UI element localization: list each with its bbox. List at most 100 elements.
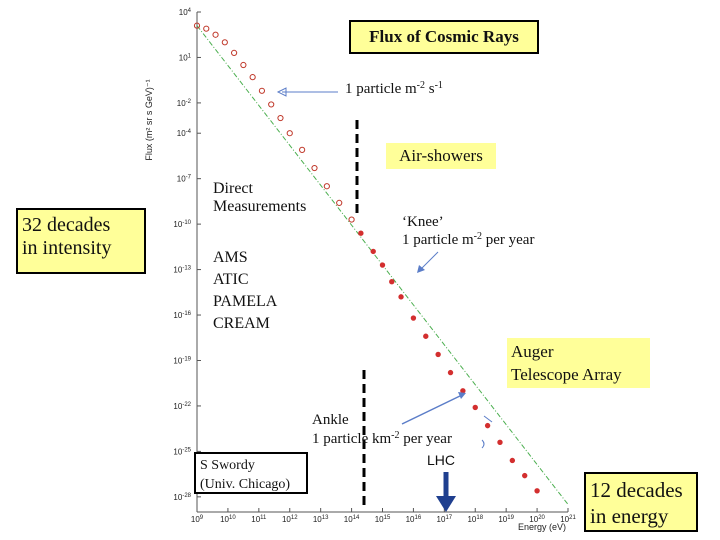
data-point-open [249, 74, 256, 81]
decades-intensity-line-1: 32 decades [22, 214, 111, 236]
data-point-filled [472, 404, 478, 411]
data-point-filled [435, 351, 441, 358]
air-showers-label: Air-showers [386, 143, 496, 169]
y-tick-label: 10-19 [173, 356, 191, 365]
data-point-open [268, 101, 275, 108]
one-particle-arrow-head [276, 87, 287, 97]
data-point-filled [370, 248, 376, 255]
decades-energy-line-1: 12 decades [590, 478, 683, 502]
data-point-filled [423, 333, 429, 339]
direct-line-2: Measurements [213, 198, 307, 215]
data-point-filled [358, 230, 364, 236]
data-point-open [258, 87, 266, 94]
x-tick-label: 1010 [220, 515, 236, 524]
chart-title: Flux of Cosmic Rays [349, 20, 539, 54]
data-point-filled [522, 472, 528, 479]
x-tick-label: 1012 [282, 515, 298, 524]
x-tick-label: 1018 [467, 515, 483, 524]
x-tick-label: 1021 [560, 515, 576, 524]
ankle-curl-mark [481, 439, 485, 449]
y-tick-label: 10-10 [173, 220, 191, 229]
auger-arrow [483, 415, 493, 423]
lhc-label: LHC [427, 452, 455, 468]
x-tick-label: 1020 [529, 515, 545, 524]
data-point-filled [389, 278, 395, 285]
x-tick-label: 1016 [406, 515, 422, 524]
y-tick-label: 10-16 [173, 311, 191, 320]
auger-line-2: Telescope Array [511, 365, 622, 384]
x-tick-label: 1011 [251, 515, 267, 524]
author-credit: S Swordy (Univ. Chicago) [194, 452, 308, 494]
lhc-text: LHC [427, 452, 456, 468]
lhc-arrow-head [436, 496, 456, 512]
data-point-filled [484, 422, 491, 429]
annotation-one-particle-per-m2-s: 1 particle m-2 s-1 [345, 80, 443, 98]
direct-line-1: Direct [213, 180, 253, 197]
direct-measurements-label: Direct Measurements [213, 180, 306, 216]
data-point-open [240, 61, 247, 69]
instrument-ams: AMS [213, 249, 248, 266]
instrument-cream: CREAM [213, 315, 270, 332]
ankle-label: Ankle [312, 412, 349, 428]
data-point-open [212, 31, 219, 38]
data-point-filled [379, 262, 386, 268]
x-tick-label: 1013 [313, 515, 329, 524]
y-tick-label: 10-7 [177, 175, 192, 184]
data-point-open [221, 39, 228, 46]
x-tick-label: 109 [191, 515, 204, 524]
data-point-filled [460, 388, 466, 394]
data-point-open [311, 164, 318, 172]
knee-rate-label: 1 particle m-2 per year [402, 231, 535, 248]
decades-energy-callout: 12 decades in energy [584, 472, 698, 532]
x-tick-label: 1019 [498, 515, 514, 524]
auger-line-1: Auger [511, 342, 554, 361]
ankle-rate-label: 1 particle km-2 per year [312, 430, 452, 447]
author-name: S Swordy [200, 458, 255, 473]
x-tick-label: 1015 [375, 515, 391, 524]
instrument-atic: ATIC [213, 271, 249, 288]
y-tick-label: 10-28 [173, 493, 191, 502]
data-point-open [299, 146, 306, 153]
decades-intensity-callout: 32 decades in intensity [16, 208, 146, 274]
x-tick-label: 1017 [437, 515, 453, 524]
y-tick-label: 10-4 [177, 129, 192, 138]
auger-callout: Auger Telescope Array [507, 338, 650, 388]
x-tick-label: 1014 [344, 515, 360, 524]
y-tick-label: 10-2 [177, 99, 192, 108]
y-tick-label: 10-13 [173, 266, 191, 275]
knee-annotation: ‘Knee’ 1 particle m-2 per year [402, 213, 534, 251]
decades-intensity-line-2: in intensity [22, 237, 112, 259]
data-point-filled [398, 294, 404, 300]
ankle-arrow-line [401, 394, 463, 425]
data-point-open [323, 183, 330, 190]
x-axis-label: Energy (eV) [518, 522, 566, 532]
instrument-pamela: PAMELA [213, 293, 278, 310]
data-point-filled [497, 439, 503, 446]
annotation-one-particle-text: 1 particle m-2 s-1 [345, 80, 443, 97]
data-point-open [203, 25, 210, 32]
knee-label: ‘Knee’ [402, 214, 444, 230]
y-tick-label: 10-25 [173, 447, 191, 456]
data-point-open [336, 199, 343, 207]
data-point-filled [509, 457, 516, 464]
data-point-open [286, 130, 293, 137]
decades-energy-line-2: in energy [590, 504, 669, 528]
ankle-arrow-head [458, 392, 466, 399]
ankle-annotation: Ankle 1 particle km-2 per year [312, 411, 452, 450]
data-point-filled [447, 369, 454, 376]
y-tick-label: 10-22 [173, 402, 191, 411]
data-point-open [277, 114, 284, 122]
data-point-filled [534, 488, 540, 494]
y-axis-label: Flux (m² sr s GeV)⁻¹ [144, 79, 154, 160]
chart-title-text: Flux of Cosmic Rays [369, 27, 519, 46]
data-point-open [193, 22, 201, 29]
author-affiliation: (Univ. Chicago) [200, 477, 291, 492]
data-point-open [348, 216, 355, 223]
instrument-list: AMS ATIC PAMELA CREAM [213, 247, 277, 335]
y-tick-label: 104 [179, 8, 192, 17]
data-point-filled [410, 315, 417, 321]
air-showers-text: Air-showers [399, 146, 483, 165]
y-tick-label: 101 [179, 53, 192, 62]
knee-arrow-line [419, 251, 439, 271]
knee-arrow-head [417, 265, 425, 273]
